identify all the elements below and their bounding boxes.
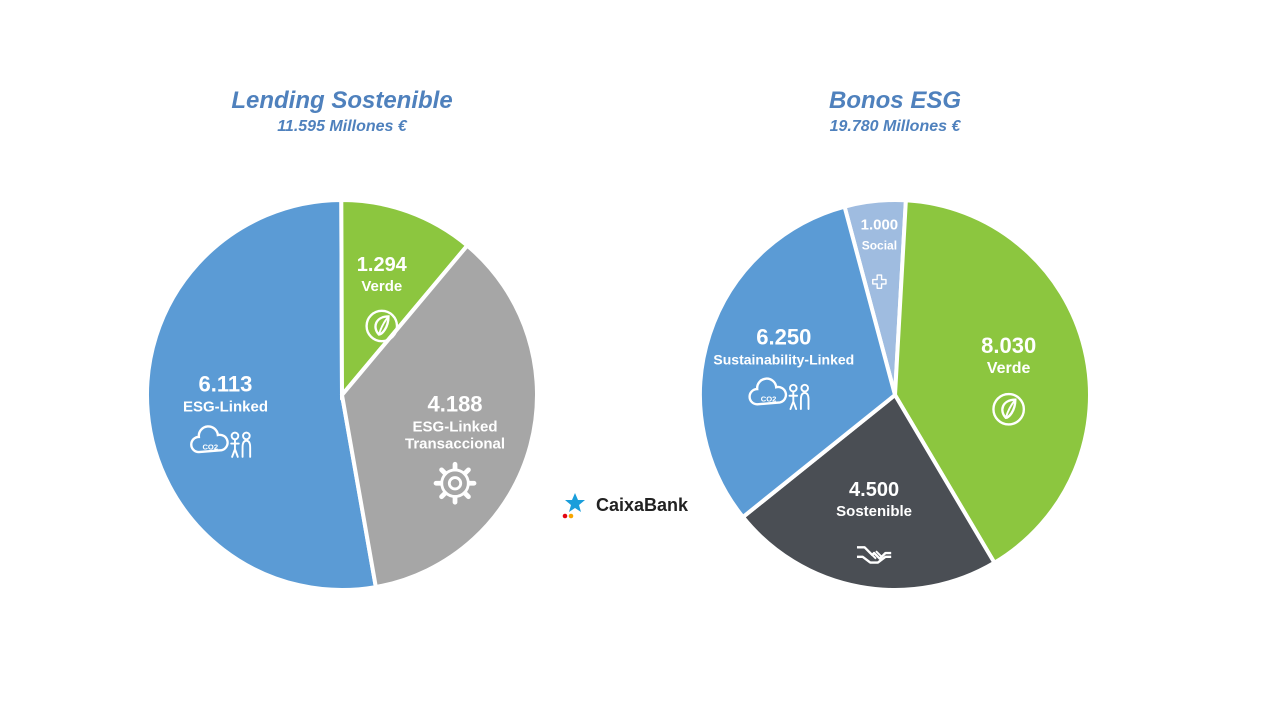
canvas: Lending Sostenible 11.595 Millones € Bon… <box>0 0 1280 720</box>
bonos-name-1: Verde <box>987 360 1031 377</box>
bonos-value-0: 1.000 <box>861 217 899 234</box>
lending-name-0: ESG-Linked <box>183 398 268 415</box>
lending-name-1: Verde <box>361 278 402 295</box>
bonos-value-1: 8.030 <box>981 333 1036 358</box>
svg-text:CO2: CO2 <box>202 442 218 451</box>
bonos-title: Bonos ESG <box>685 88 1105 114</box>
bonos-header: Bonos ESG 19.780 Millones € <box>685 88 1105 136</box>
lending-name-2-0: ESG-Linked <box>413 418 498 435</box>
caixabank-logo: CaixaBank <box>560 490 688 520</box>
caixabank-logo-text: CaixaBank <box>596 495 688 516</box>
bonos-name-0: Social <box>862 239 897 253</box>
bonos-subtitle: 19.780 Millones € <box>685 118 1105 136</box>
lending-value-2: 4.188 <box>427 391 482 416</box>
caixabank-star-icon <box>560 490 590 520</box>
lending-pie: 6.113 ESG-Linked CO2 1.294 Verde 4.188 ESG-… <box>132 185 552 605</box>
bonos-name-3: Sustainability-Linked <box>713 352 854 368</box>
lending-value-1: 1.294 <box>357 254 408 276</box>
bonos-value-3: 6.250 <box>756 325 811 350</box>
lending-header: Lending Sostenible 11.595 Millones € <box>132 88 552 136</box>
bonos-value-2: 4.500 <box>849 479 899 501</box>
lending-title: Lending Sostenible <box>132 88 552 114</box>
bonos-pie: 1.000 Social 8.030 Verde 4.500 Sostenible 6… <box>685 185 1105 605</box>
svg-text:CO2: CO2 <box>761 394 777 403</box>
lending-subtitle: 11.595 Millones € <box>132 118 552 136</box>
bonos-name-2: Sostenible <box>836 503 912 520</box>
lending-name-2-1: Transaccional <box>405 435 505 452</box>
lending-value-0: 6.113 <box>199 371 253 396</box>
